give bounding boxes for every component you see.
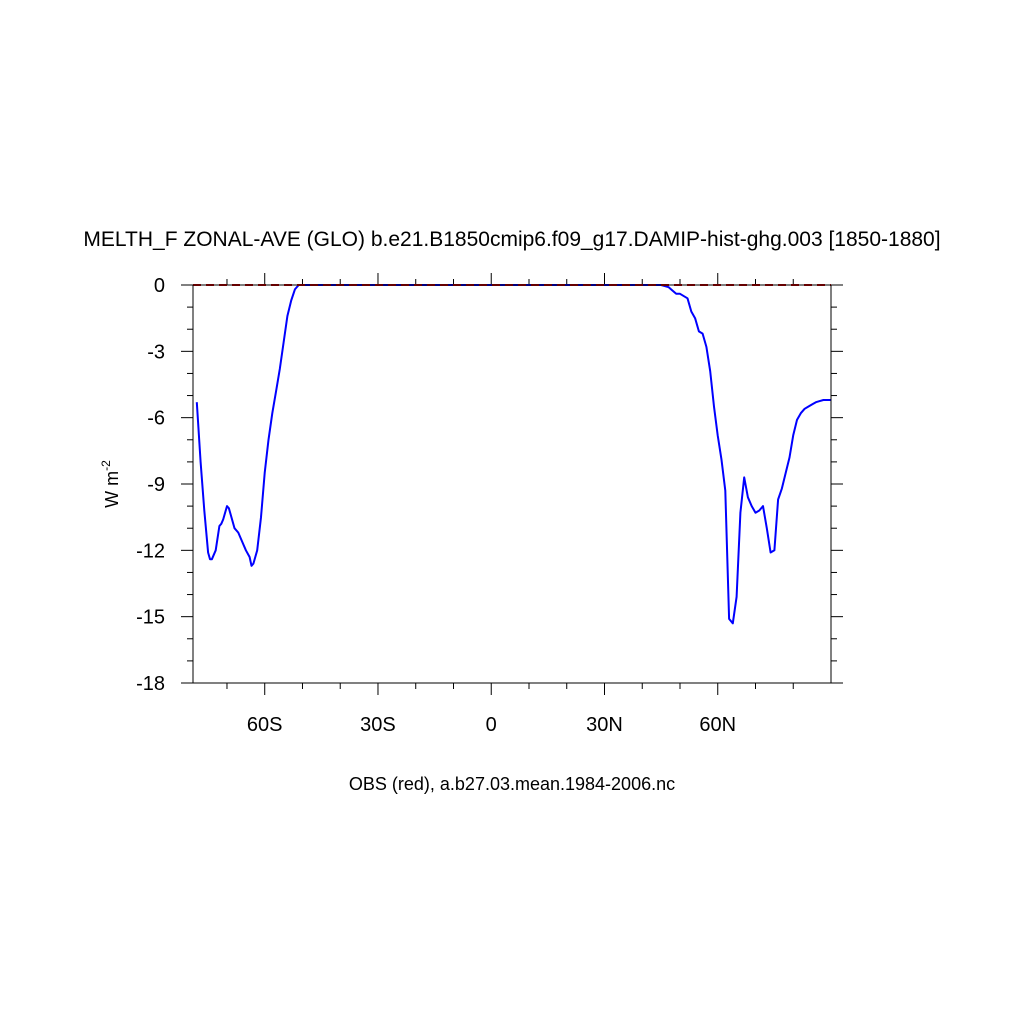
- y-axis-label: W m-2: [99, 460, 122, 508]
- labels-layer: 0 -3 -6 -9 -12 -15 -18 60S 30S 0 30N 60N: [136, 275, 736, 736]
- series-layer: [193, 284, 831, 625]
- ticks-layer: [181, 273, 843, 695]
- y-tick-label: -18: [136, 673, 165, 695]
- x-tick-label: 30S: [360, 714, 396, 736]
- y-tick-label: -15: [136, 607, 165, 629]
- y-tick-label: 0: [154, 275, 165, 297]
- y-tick-label: -9: [147, 474, 165, 496]
- x-axis-caption: OBS (red), a.b27.03.mean.1984-2006.nc: [348, 774, 676, 794]
- x-tick-label: 60S: [247, 714, 283, 736]
- y-tick-label: -6: [147, 408, 165, 430]
- x-tick-label: 30N: [586, 714, 623, 736]
- x-tick-label: 60N: [699, 714, 736, 736]
- y-axis-label-superscript: -2: [99, 460, 113, 471]
- model-series-line: [195, 284, 831, 625]
- plot-frame: [192, 284, 832, 684]
- x-tick-label: 0: [486, 714, 497, 736]
- y-tick-label: -12: [136, 540, 165, 562]
- chart-title: MELTH_F ZONAL-AVE (GLO) b.e21.B1850cmip6…: [83, 228, 941, 251]
- y-tick-label: -3: [147, 341, 165, 363]
- y-axis-label-text: W m: [102, 471, 122, 508]
